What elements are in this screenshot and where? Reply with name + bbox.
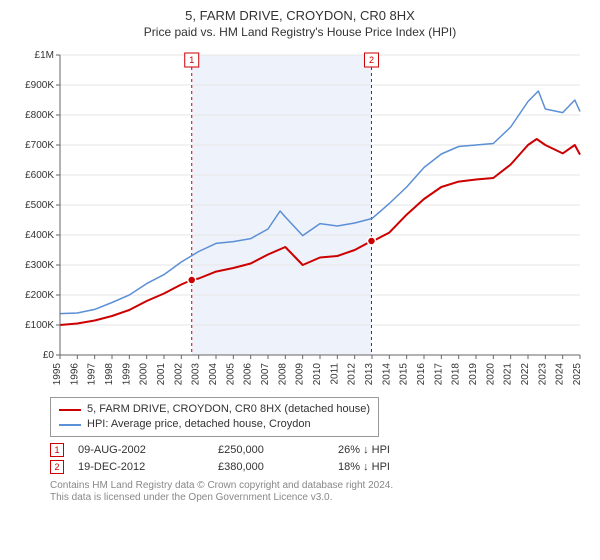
page-title: 5, FARM DRIVE, CROYDON, CR0 8HX [10, 8, 590, 23]
legend-row: HPI: Average price, detached house, Croy… [59, 417, 370, 432]
svg-text:1: 1 [189, 55, 194, 65]
svg-text:2003: 2003 [191, 363, 202, 386]
svg-text:£400K: £400K [25, 230, 54, 241]
legend-label: HPI: Average price, detached house, Croy… [87, 417, 311, 432]
svg-text:£0: £0 [43, 350, 55, 361]
svg-text:2014: 2014 [381, 363, 392, 386]
svg-text:1996: 1996 [69, 363, 80, 386]
svg-text:2011: 2011 [329, 363, 340, 385]
sale-date: 09-AUG-2002 [78, 444, 218, 456]
svg-text:£200K: £200K [25, 290, 54, 301]
svg-text:£700K: £700K [25, 140, 54, 151]
svg-text:£100K: £100K [25, 320, 54, 331]
svg-text:1999: 1999 [121, 363, 132, 386]
sale-row: 2 19-DEC-2012 £380,000 18% ↓ HPI [50, 460, 590, 474]
sale-hpi: 26% ↓ HPI [338, 444, 390, 456]
chart-container: 5, FARM DRIVE, CROYDON, CR0 8HX Price pa… [0, 0, 600, 508]
sale-marker-icon: 2 [50, 460, 64, 474]
svg-text:2006: 2006 [243, 363, 254, 386]
svg-text:2012: 2012 [347, 363, 358, 386]
legend-swatch-hpi [59, 424, 81, 426]
svg-text:2018: 2018 [451, 363, 462, 386]
svg-text:2008: 2008 [277, 363, 288, 386]
sale-row: 1 09-AUG-2002 £250,000 26% ↓ HPI [50, 443, 590, 457]
svg-text:2023: 2023 [537, 363, 548, 386]
line-chart-svg: £0 £100K £200K £300K £400K £500K £600K £700K £80… [10, 45, 590, 395]
legend: 5, FARM DRIVE, CROYDON, CR0 8HX (detache… [50, 397, 379, 437]
sale-hpi: 18% ↓ HPI [338, 461, 390, 473]
svg-text:2002: 2002 [173, 363, 184, 386]
svg-text:2022: 2022 [520, 363, 531, 386]
svg-text:2001: 2001 [156, 363, 167, 386]
svg-text:2013: 2013 [364, 363, 375, 386]
sale-marker-icon: 1 [50, 443, 64, 457]
svg-text:£1M: £1M [35, 50, 54, 61]
svg-text:2021: 2021 [503, 363, 514, 386]
sale-price: £250,000 [218, 444, 338, 456]
svg-text:2019: 2019 [468, 363, 479, 386]
svg-text:£900K: £900K [25, 80, 54, 91]
svg-text:2020: 2020 [485, 363, 496, 386]
svg-text:2025: 2025 [572, 363, 583, 386]
sale-date: 19-DEC-2012 [78, 461, 218, 473]
svg-text:£600K: £600K [25, 170, 54, 181]
svg-text:2017: 2017 [433, 363, 444, 386]
page-subtitle: Price paid vs. HM Land Registry's House … [10, 25, 590, 39]
footer-line: Contains HM Land Registry data © Crown c… [50, 480, 590, 492]
svg-text:2016: 2016 [416, 363, 427, 386]
chart: £0 £100K £200K £300K £400K £500K £600K £700K £80… [10, 45, 590, 395]
legend-swatch-price-paid [59, 409, 81, 411]
legend-label: 5, FARM DRIVE, CROYDON, CR0 8HX (detache… [87, 402, 370, 417]
sale-price: £380,000 [218, 461, 338, 473]
svg-text:£300K: £300K [25, 260, 54, 271]
legend-row: 5, FARM DRIVE, CROYDON, CR0 8HX (detache… [59, 402, 370, 417]
svg-text:1995: 1995 [52, 363, 63, 386]
svg-text:2015: 2015 [399, 363, 410, 386]
footer: Contains HM Land Registry data © Crown c… [50, 480, 590, 504]
sales-list: 1 09-AUG-2002 £250,000 26% ↓ HPI 2 19-DE… [50, 443, 590, 474]
svg-text:2005: 2005 [225, 363, 236, 386]
svg-text:2004: 2004 [208, 363, 219, 386]
svg-text:2000: 2000 [139, 363, 150, 386]
footer-line: This data is licensed under the Open Gov… [50, 492, 590, 504]
svg-text:1998: 1998 [104, 363, 115, 386]
svg-text:2010: 2010 [312, 363, 323, 386]
svg-text:2009: 2009 [295, 363, 306, 386]
svg-text:2: 2 [369, 55, 374, 65]
svg-text:2024: 2024 [555, 363, 566, 386]
svg-text:£500K: £500K [25, 200, 54, 211]
svg-text:1997: 1997 [87, 363, 98, 386]
svg-text:£800K: £800K [25, 110, 54, 121]
svg-text:2007: 2007 [260, 363, 271, 386]
